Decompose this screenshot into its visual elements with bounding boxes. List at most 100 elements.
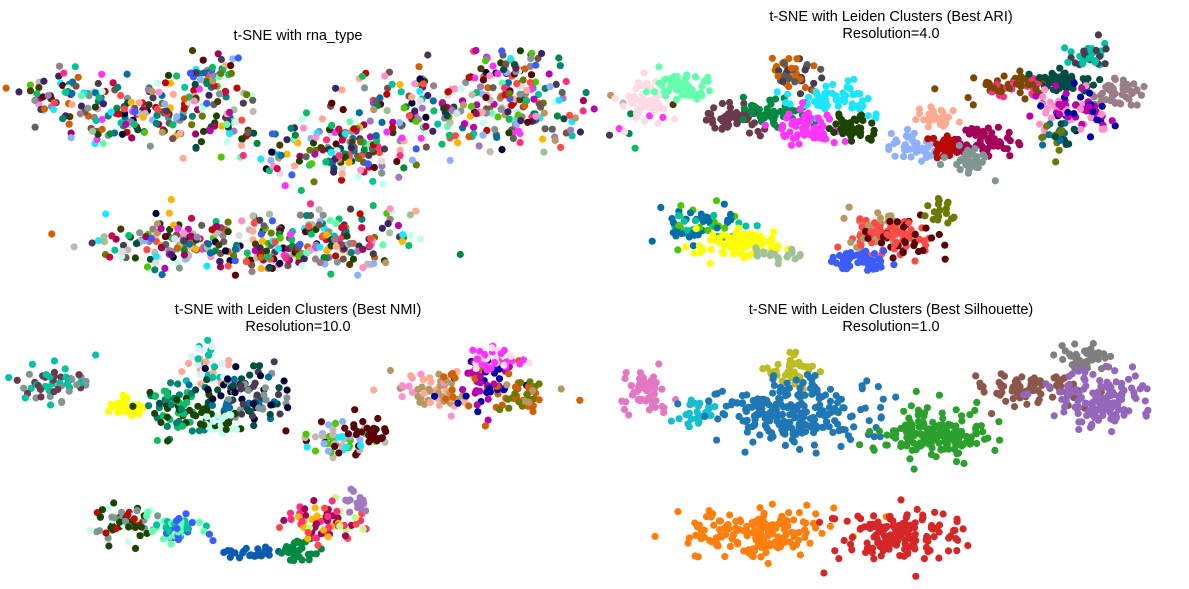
scatter-point [1070, 125, 1078, 133]
scatter-point [504, 395, 512, 403]
scatter-point [151, 266, 159, 274]
scatter-point [237, 141, 246, 150]
scatter-point [223, 120, 231, 128]
scatter-point [791, 414, 799, 422]
scatter-point [329, 431, 337, 439]
scatter-point [153, 111, 161, 120]
scatter-point [46, 401, 55, 409]
scatter-point [793, 55, 801, 63]
scatter-point [760, 250, 768, 258]
scatter-point [1111, 75, 1119, 84]
scatter-point [462, 392, 470, 400]
scatter-point [106, 130, 114, 138]
scatter-point [95, 93, 103, 101]
scatter-point [194, 355, 202, 363]
scatter-point [631, 144, 639, 152]
scatter-point [405, 382, 413, 390]
scatter-point [1089, 81, 1097, 89]
scatter-point [691, 217, 700, 225]
scatter-point [721, 411, 729, 419]
scatter-point [748, 121, 756, 129]
scatter-point [277, 151, 285, 159]
scatter-point [408, 156, 416, 164]
scatter-point [576, 396, 584, 404]
scatter-point [849, 252, 857, 260]
scatter-point [205, 91, 213, 99]
scatter-point [415, 63, 423, 71]
scatter-point [756, 504, 764, 512]
scatter-point [350, 125, 358, 133]
scatter-point [98, 125, 106, 133]
scatter-point [400, 104, 408, 112]
scatter-point [874, 383, 882, 391]
scatter-point [1085, 89, 1094, 97]
scatter-point [781, 441, 790, 449]
scatter-point [396, 152, 404, 160]
scatter-point [88, 239, 96, 247]
scatter-point [216, 263, 225, 271]
scatter-point [920, 116, 928, 124]
scatter-point [886, 217, 894, 226]
scatter-point [769, 433, 777, 441]
scatter-point [352, 430, 360, 439]
scatter-point [231, 257, 239, 265]
scatter-point [263, 253, 271, 261]
scatter-point [532, 61, 540, 69]
scatter-point [949, 107, 957, 115]
scatter-point [651, 94, 659, 103]
scatter-point [161, 233, 169, 241]
scatter-point [298, 115, 307, 123]
scatter-point [341, 424, 349, 432]
scatter-point [343, 443, 351, 451]
scatter-point [840, 95, 848, 103]
scatter-point [889, 522, 897, 530]
scatter-point [801, 83, 810, 92]
scatter-point [1088, 398, 1097, 407]
scatter-point [180, 237, 188, 245]
scatter-point [218, 360, 226, 368]
scatter-point [675, 212, 683, 220]
scatter-point [1081, 399, 1089, 407]
scatter-point [683, 226, 691, 234]
scatter-point [490, 380, 498, 388]
scatter-point [510, 61, 519, 69]
scatter-point [707, 236, 715, 244]
scatter-point [726, 511, 734, 519]
scatter-point [1136, 385, 1144, 393]
scatter-point [282, 254, 290, 262]
scatter-point [346, 118, 354, 126]
scatter-point [682, 243, 690, 251]
scatter-point [474, 355, 482, 363]
scatter-point [1091, 58, 1099, 66]
scatter-point [215, 241, 223, 249]
scatter-point [359, 500, 367, 508]
scatter-point [283, 136, 291, 144]
scatter-point [479, 76, 487, 84]
scatter-point [817, 65, 825, 73]
scatter-point [153, 105, 161, 113]
scatter-point [1130, 80, 1138, 88]
scatter-point [825, 125, 833, 133]
scatter-point [836, 251, 844, 260]
scatter-point [678, 81, 686, 89]
scatter-point [370, 163, 378, 172]
scatter-point [875, 427, 884, 435]
scatter-point [692, 73, 700, 81]
scatter-point [262, 396, 270, 404]
scatter-point [987, 139, 995, 147]
scatter-point [920, 555, 929, 563]
scatter-point [106, 253, 114, 261]
scatter-point [555, 54, 563, 62]
scatter-point [847, 132, 855, 140]
scatter-point [769, 412, 777, 420]
scatter-point [953, 515, 961, 523]
scatter-point [911, 257, 919, 265]
scatter-point [137, 523, 145, 531]
scatter-point [1144, 406, 1152, 414]
scatter-point [830, 139, 838, 147]
scatter-point [675, 415, 683, 423]
scatter-point [929, 418, 937, 426]
panel-title-line-2: Resolution=4.0 [842, 26, 939, 42]
scatter-point [630, 97, 638, 106]
scatter-point [796, 105, 804, 113]
